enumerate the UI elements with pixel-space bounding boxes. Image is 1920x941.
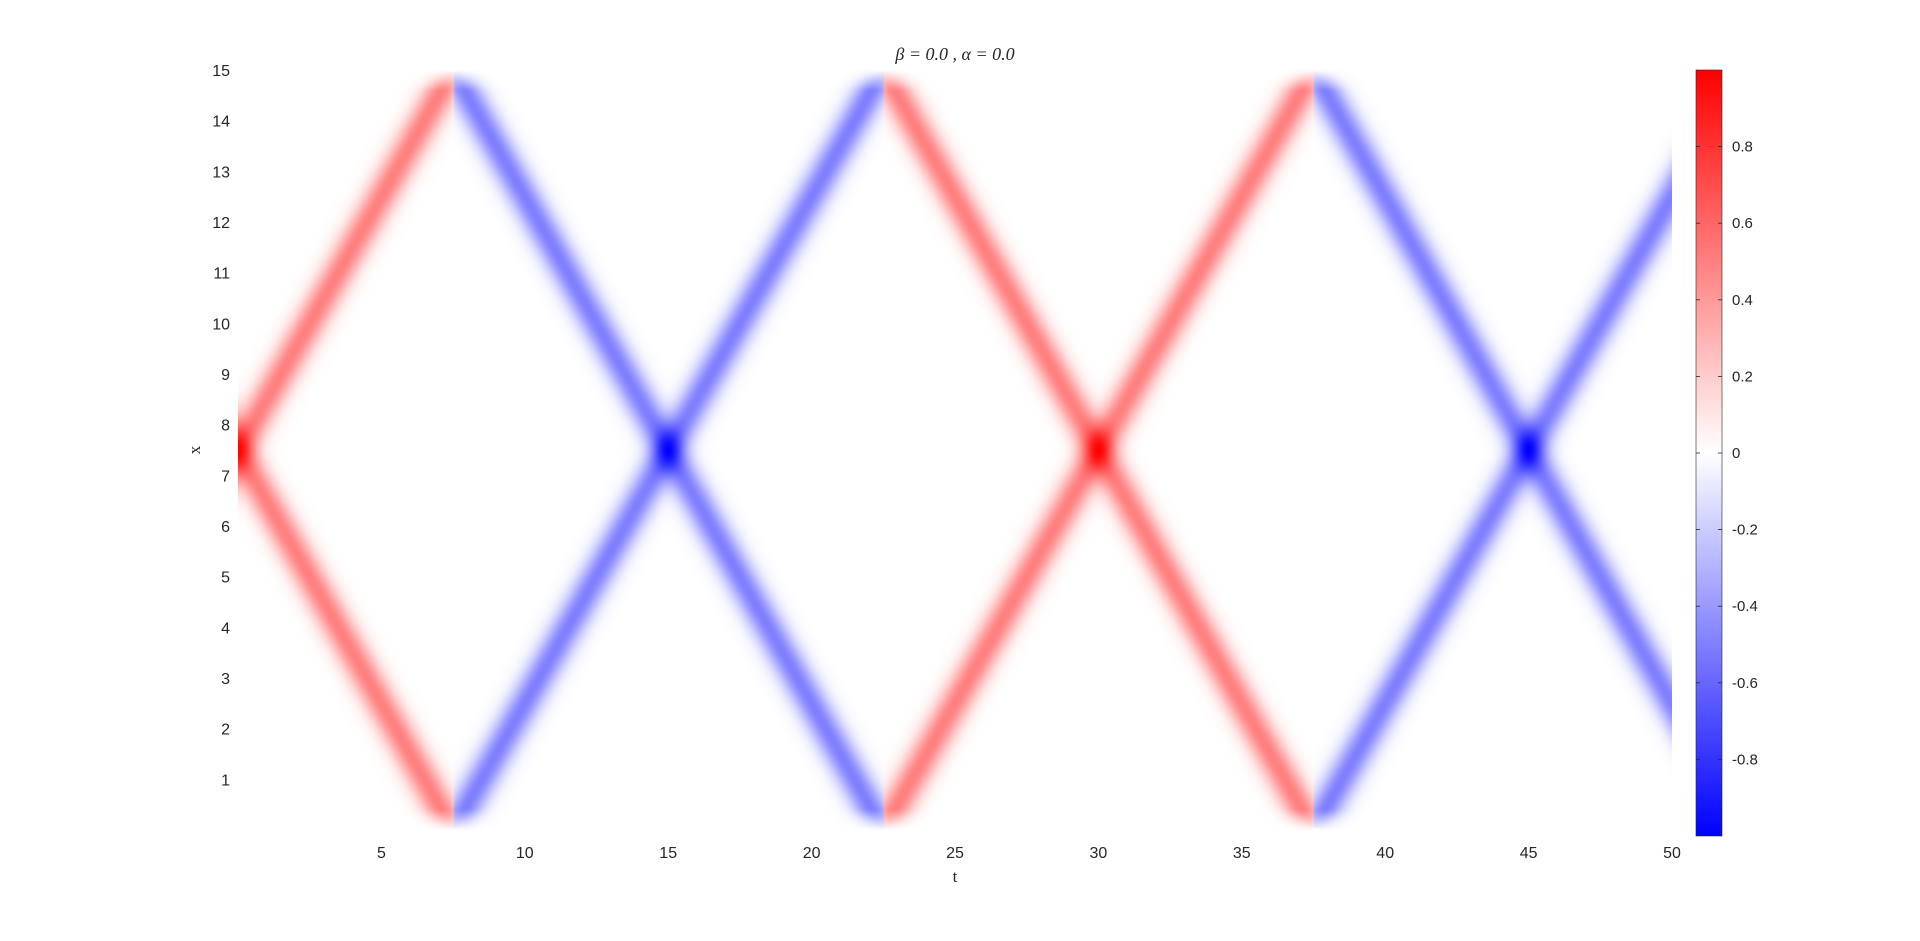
x-axis-ticks: 5 10 15 20 25 30 35 40 45 50 — [377, 845, 1681, 862]
y-tick-label: 9 — [221, 367, 230, 384]
y-tick-label: 12 — [212, 215, 230, 232]
x-tick-label: 40 — [1376, 845, 1394, 862]
y-tick-label: 6 — [221, 519, 230, 536]
colorbar-tick-label: -0.8 — [1732, 751, 1758, 768]
y-tick-label: 3 — [221, 671, 230, 688]
colorbar: 0.8 0.6 0.4 0.2 0 -0.2 -0.4 -0.6 -0.8 — [1695, 69, 1758, 837]
x-tick-label: 25 — [946, 845, 964, 862]
colorbar-tick-label: 0.8 — [1732, 139, 1753, 156]
y-tick-label: 1 — [221, 772, 230, 789]
colorbar-ticks: 0.8 0.6 0.4 0.2 0 -0.2 -0.4 -0.6 -0.8 — [1696, 139, 1758, 768]
x-tick-label: 50 — [1663, 845, 1681, 862]
y-tick-label: 13 — [212, 164, 230, 181]
y-tick-label: 10 — [212, 316, 230, 333]
colorbar-tick-label: -0.2 — [1732, 522, 1758, 539]
plot-area — [238, 70, 1672, 830]
y-tick-label: 4 — [221, 620, 230, 637]
colorbar-bar — [1695, 69, 1723, 837]
colorbar-tick-label: 0.2 — [1732, 368, 1753, 385]
y-tick-label: 14 — [212, 114, 230, 131]
y-axis-label: x — [185, 445, 204, 454]
x-tick-label: 15 — [659, 845, 677, 862]
y-tick-label: 8 — [221, 418, 230, 435]
colorbar-tick-label: -0.4 — [1732, 598, 1758, 615]
x-tick-label: 10 — [516, 845, 534, 862]
x-tick-label: 30 — [1090, 845, 1108, 862]
colorbar-tick-label: 0 — [1732, 445, 1740, 462]
x-tick-label: 45 — [1520, 845, 1538, 862]
colorbar-tick-label: -0.6 — [1732, 675, 1758, 692]
x-tick-label: 35 — [1233, 845, 1251, 862]
x-tick-label: 20 — [803, 845, 821, 862]
colorbar-tick-label: 0.4 — [1732, 292, 1753, 309]
heatmap-image — [238, 70, 1672, 830]
y-tick-label: 15 — [212, 63, 230, 80]
x-tick-label: 5 — [377, 845, 386, 862]
y-tick-label: 2 — [221, 722, 230, 739]
colorbar-tick-label: 0.6 — [1732, 215, 1753, 232]
y-tick-label: 7 — [221, 468, 230, 485]
chart-title: β = 0.0 , α = 0.0 — [894, 44, 1014, 64]
y-tick-label: 11 — [213, 266, 230, 283]
y-tick-label: 5 — [221, 570, 230, 587]
x-axis-label: t — [953, 867, 958, 886]
